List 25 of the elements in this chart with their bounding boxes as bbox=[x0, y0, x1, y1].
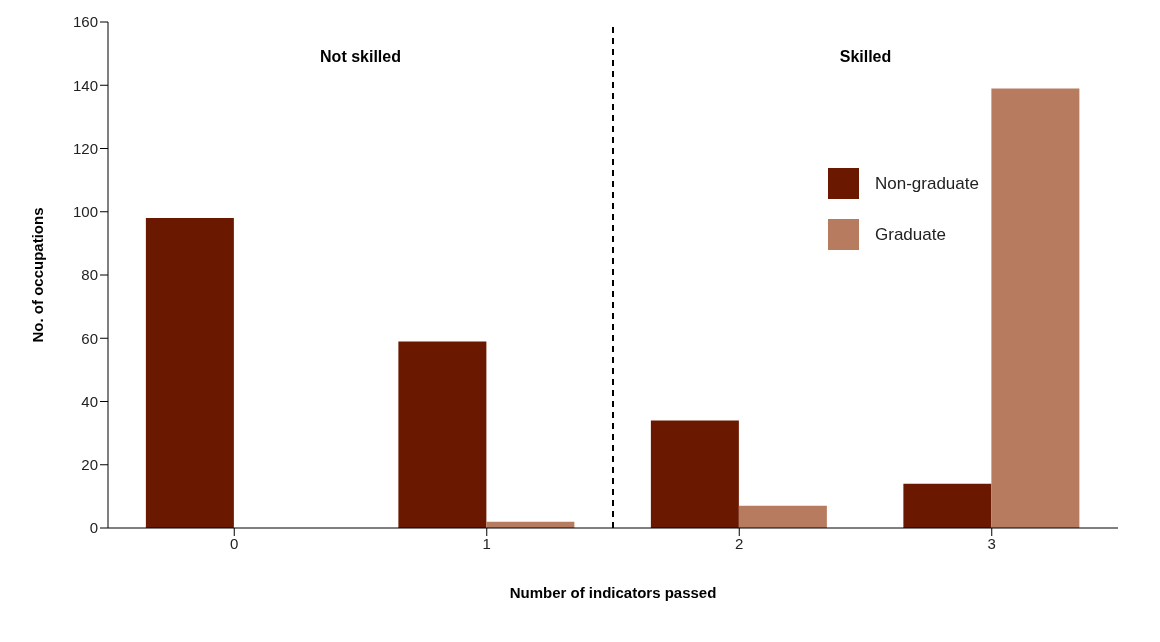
x-tick-label: 0 bbox=[230, 534, 239, 552]
y-tick-label: 100 bbox=[72, 203, 98, 221]
bar bbox=[903, 483, 992, 528]
legend-label: Graduate bbox=[875, 224, 946, 245]
x-axis-title: Number of indicators passed bbox=[509, 584, 717, 601]
bar bbox=[650, 420, 739, 528]
bar bbox=[398, 341, 487, 528]
annotation: Not skilled bbox=[320, 48, 401, 66]
x-tick-label: 2 bbox=[735, 534, 744, 552]
bar bbox=[991, 88, 1080, 528]
y-tick-label: 120 bbox=[72, 139, 98, 157]
y-tick-label: 160 bbox=[72, 13, 98, 31]
y-tick-label: 60 bbox=[81, 329, 98, 347]
legend-label: Non-graduate bbox=[875, 173, 979, 194]
y-tick-label: 80 bbox=[81, 266, 98, 284]
x-tick-label: 1 bbox=[482, 534, 491, 552]
bar bbox=[738, 505, 827, 528]
y-axis-title: No. of occupations bbox=[29, 207, 47, 343]
x-tick-label: 3 bbox=[987, 534, 996, 552]
annotation: Skilled bbox=[839, 48, 892, 66]
y-tick-label: 140 bbox=[72, 76, 98, 94]
y-tick-label: 40 bbox=[81, 392, 98, 410]
bar bbox=[145, 218, 234, 528]
y-tick-label: 20 bbox=[81, 456, 98, 474]
y-tick-label: 0 bbox=[89, 519, 98, 537]
